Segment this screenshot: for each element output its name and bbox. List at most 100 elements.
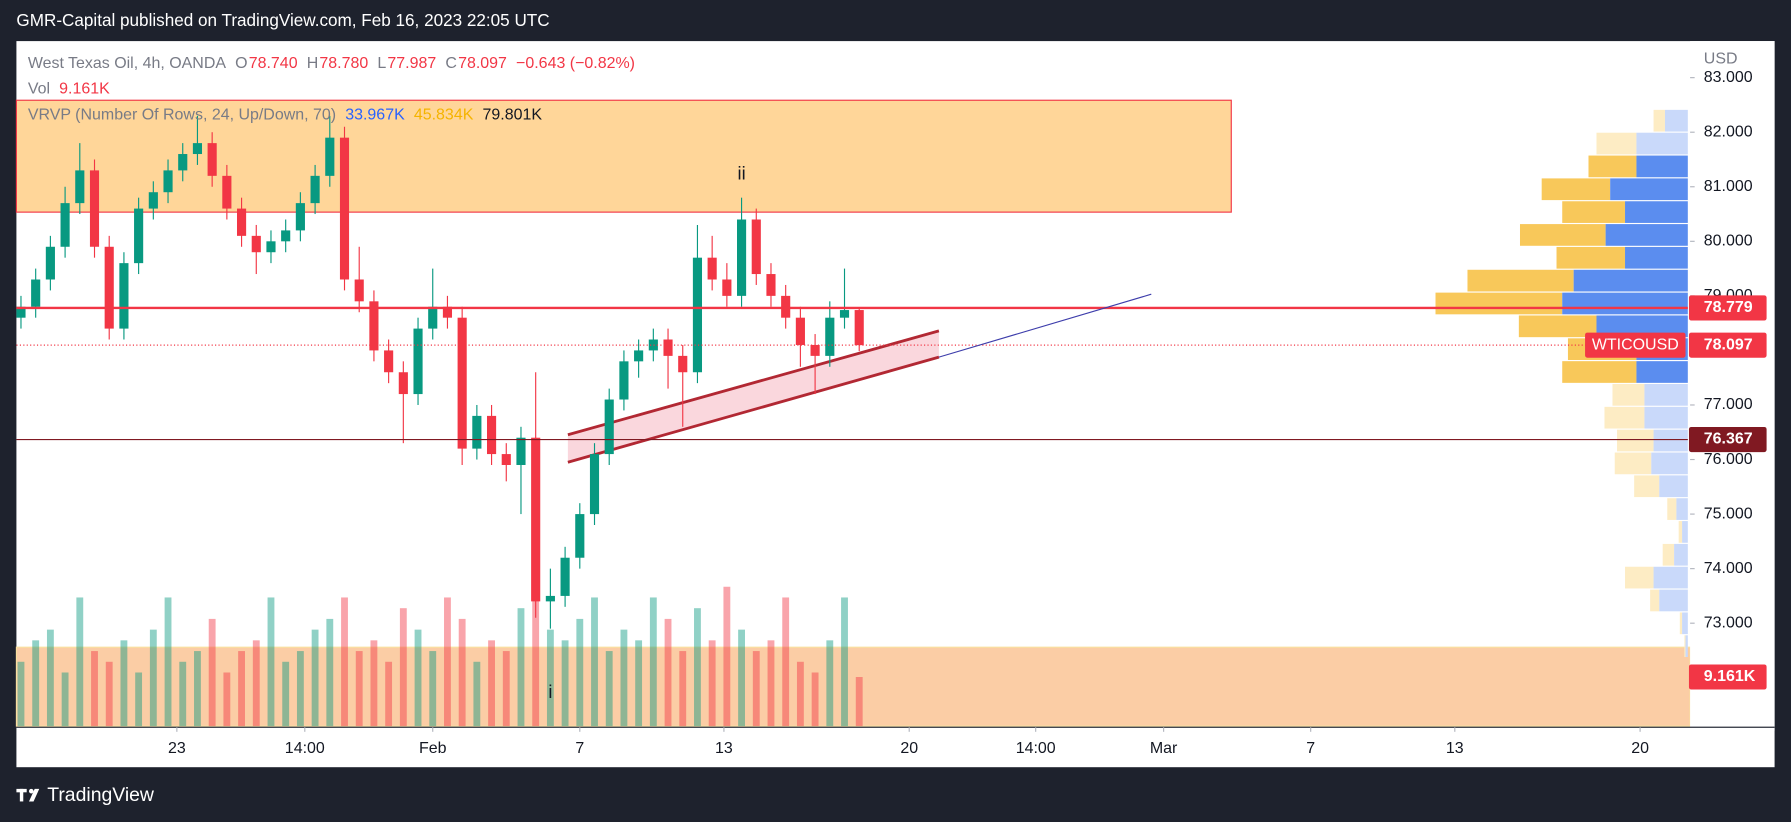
candle-body bbox=[854, 310, 864, 346]
candle-body bbox=[134, 208, 144, 264]
x-tick-label: Feb bbox=[419, 740, 447, 757]
volume-bar bbox=[767, 640, 775, 727]
currency: USD bbox=[1704, 51, 1738, 68]
volume-bar bbox=[517, 608, 525, 727]
x-tick-label: 20 bbox=[1631, 740, 1649, 757]
price-label: 78.097 bbox=[1704, 336, 1753, 353]
vrvp-down-bar bbox=[1588, 155, 1637, 178]
volume-bar bbox=[855, 676, 863, 727]
candle-body bbox=[501, 454, 511, 465]
volume-bar bbox=[76, 597, 84, 727]
volume-bar bbox=[311, 629, 319, 727]
y-tick-label: 75.000 bbox=[1704, 505, 1753, 522]
volume-bar bbox=[502, 651, 510, 727]
candle-body bbox=[545, 595, 555, 602]
wave-label: i bbox=[548, 681, 552, 702]
vrvp-down-bar bbox=[1604, 406, 1645, 429]
candle-body bbox=[604, 399, 614, 455]
candle-body bbox=[163, 170, 173, 193]
vrvp-up-bar bbox=[1664, 109, 1688, 132]
logo-part bbox=[28, 788, 40, 802]
candle-body bbox=[251, 235, 261, 253]
candle-body bbox=[89, 170, 100, 247]
volume-bar bbox=[282, 661, 290, 727]
y-tick-label: 80.000 bbox=[1704, 233, 1753, 250]
candle-body bbox=[516, 437, 526, 465]
vrvp-up-bar bbox=[1625, 201, 1688, 223]
volume-bar bbox=[708, 640, 716, 727]
x-tick-label: 20 bbox=[900, 740, 918, 757]
zone-rectangle bbox=[15, 99, 1232, 213]
volume-bar bbox=[473, 661, 481, 727]
vrvp-up-bar bbox=[1685, 635, 1688, 657]
vrvp-up-bar bbox=[1682, 612, 1688, 635]
vrvp-down-bar bbox=[1614, 452, 1652, 475]
candle-body bbox=[663, 339, 673, 356]
vrvp-down-bar bbox=[1617, 429, 1654, 452]
vrvp-up-bar bbox=[1659, 475, 1688, 498]
vrvp-up-bar bbox=[1653, 429, 1688, 452]
volume-bar bbox=[223, 672, 231, 727]
volume-bar bbox=[723, 586, 731, 727]
volume-bar bbox=[149, 629, 157, 727]
candle-body bbox=[486, 415, 497, 455]
candle-body bbox=[634, 350, 644, 362]
volume-bar bbox=[635, 640, 643, 727]
candle-body bbox=[810, 344, 820, 356]
candle-body bbox=[236, 208, 247, 236]
candle-body bbox=[178, 154, 188, 171]
candle-body bbox=[560, 557, 570, 596]
trend-line bbox=[938, 293, 1152, 358]
legend-text: O bbox=[235, 55, 247, 72]
candle-body bbox=[104, 246, 114, 329]
volume-bar bbox=[782, 597, 790, 727]
price-label-box bbox=[1688, 332, 1767, 358]
volume-bar bbox=[194, 651, 201, 727]
vrvp-up-bar bbox=[1562, 292, 1688, 315]
candle-body bbox=[781, 295, 791, 318]
x-tick-label: 23 bbox=[168, 740, 186, 757]
volume-bar bbox=[841, 597, 848, 727]
volume-bar bbox=[355, 651, 363, 727]
candle-body bbox=[398, 372, 408, 395]
x-tick-label: 14:00 bbox=[1016, 740, 1056, 757]
candle-body bbox=[751, 219, 761, 275]
volume-bar bbox=[444, 597, 451, 727]
volume-bar bbox=[649, 597, 657, 727]
x-tick-label: 13 bbox=[1446, 740, 1464, 757]
candle-body bbox=[678, 355, 688, 373]
volume-bar bbox=[429, 651, 437, 727]
candle-body bbox=[281, 230, 291, 242]
legend-text: 9.161K bbox=[59, 80, 110, 97]
vrvp-up-bar bbox=[1605, 224, 1688, 246]
candle-body bbox=[825, 317, 835, 356]
candle-body bbox=[16, 306, 26, 318]
vrvp-down-bar bbox=[1662, 543, 1675, 566]
candle-body bbox=[737, 219, 747, 296]
vrvp-up-bar bbox=[1653, 566, 1688, 589]
volume-bar bbox=[694, 608, 701, 727]
volume-bar bbox=[46, 629, 54, 727]
vrvp-up-bar bbox=[1636, 361, 1688, 383]
legend-text: 78.740 bbox=[249, 55, 298, 72]
volume-bar bbox=[296, 651, 304, 727]
candle-body bbox=[222, 175, 232, 209]
volume-bar bbox=[546, 629, 554, 727]
price-label-box bbox=[1688, 295, 1767, 321]
volume-bar bbox=[591, 597, 598, 727]
logo-part bbox=[28, 788, 34, 794]
symbol-label: WTICOUSD bbox=[1592, 336, 1679, 353]
price-label: 78.779 bbox=[1704, 299, 1753, 316]
volume-bar bbox=[326, 618, 334, 727]
legend-text: 78.097 bbox=[458, 55, 507, 72]
legend-text: 79.801K bbox=[482, 107, 542, 124]
legend-text: 77.987 bbox=[387, 55, 436, 72]
y-tick-label: 77.000 bbox=[1704, 396, 1753, 413]
legend-text: 33.967K bbox=[345, 107, 405, 124]
logo-part bbox=[19, 788, 24, 802]
volume-bar bbox=[61, 672, 69, 727]
x-tick-label: 13 bbox=[715, 740, 733, 757]
volume-bar bbox=[826, 640, 834, 727]
